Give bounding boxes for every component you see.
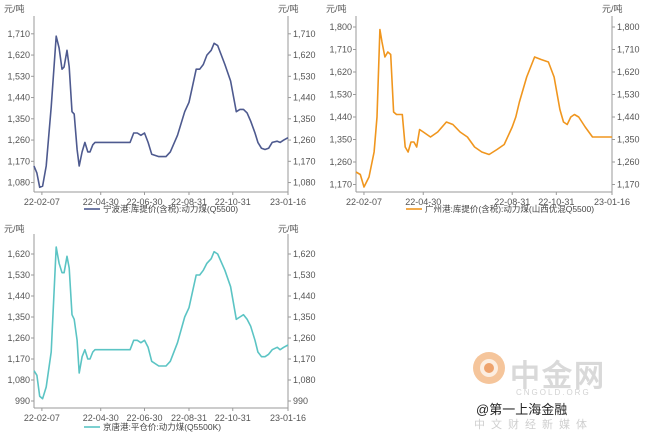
y-tick-label-right: 1,710 <box>293 29 316 39</box>
x-tick-label: 22-02-07 <box>24 413 60 423</box>
y-tick-label-left: 1,440 <box>7 93 30 103</box>
y-tick-label-left: 1,530 <box>7 71 30 81</box>
y-tick-label-left: 1,710 <box>7 29 30 39</box>
y-tick-label-right: 1,440 <box>293 93 316 103</box>
y-tick-label-right: 1,800 <box>617 22 640 32</box>
y-tick-label-left: 1,260 <box>7 333 30 343</box>
watermark-tagline: 中文财经新媒体 <box>474 419 593 431</box>
y-tick-label-left: 1,350 <box>7 312 30 322</box>
y-tick-label-right: 1,170 <box>293 156 316 166</box>
watermark: 中金网 CNGOLD.ORG @第一上海金融 中文财经新媒体 <box>472 349 632 431</box>
x-tick-label: 22-04-30 <box>83 197 119 207</box>
watermark-brand: 中金网 <box>510 359 606 394</box>
y-tick-label-left: 1,170 <box>329 180 352 190</box>
y-tick-label-left: 1,350 <box>7 114 30 124</box>
y-tick-label-right: 1,080 <box>293 375 316 385</box>
y-tick-label-left: 1,170 <box>7 156 30 166</box>
chart-panel-2: 元/吨 元/吨 1,170 1,170 1,260 1,260 1,350 1,350 1,44… <box>326 3 640 214</box>
legend-label: 京唐港:平仓价:动力煤(Q5500K) <box>103 422 221 432</box>
y-tick-label-right: 990 <box>293 396 308 406</box>
series-line <box>33 246 289 400</box>
y-tick-label-right: 1,620 <box>293 249 316 259</box>
y-tick-label-right: 1,350 <box>293 312 316 322</box>
y-unit-right: 元/吨 <box>278 3 299 14</box>
y-tick-label-right: 1,170 <box>617 180 640 190</box>
y-tick-label-left: 1,530 <box>7 270 30 280</box>
y-unit-left: 元/吨 <box>326 3 347 14</box>
y-unit-right: 元/吨 <box>278 223 299 234</box>
y-tick-label-left: 1,080 <box>7 375 30 385</box>
y-tick-label-right: 1,710 <box>617 45 640 55</box>
y-tick-label-left: 1,080 <box>7 178 30 188</box>
y-unit-right: 元/吨 <box>602 3 623 14</box>
legend: 宁波港:库提价(含税):动力煤(Q5500) <box>84 204 238 214</box>
y-tick-label-left: 1,530 <box>329 90 352 100</box>
y-tick-label-right: 1,530 <box>617 90 640 100</box>
y-tick-label-left: 1,260 <box>7 135 30 145</box>
chart-panel-3: 元/吨 元/吨 990 990 1,080 1,080 1,170 1,170 1,260 1,2… <box>4 223 316 432</box>
y-unit-left: 元/吨 <box>4 223 25 234</box>
x-tick-label: 22-04-30 <box>83 413 119 423</box>
y-tick-label-left: 990 <box>15 396 30 406</box>
y-unit-left: 元/吨 <box>4 3 25 14</box>
y-tick-label-right: 1,530 <box>293 270 316 280</box>
y-tick-label-right: 1,620 <box>617 67 640 77</box>
x-tick-label: 22-10-31 <box>538 197 574 207</box>
x-tick-label: 22-10-31 <box>215 197 251 207</box>
x-tick-label: 22-02-07 <box>346 197 382 207</box>
y-tick-label-right: 1,620 <box>293 50 316 60</box>
y-tick-label-right: 1,530 <box>293 71 316 81</box>
x-tick-label: 22-08-31 <box>494 197 530 207</box>
legend: 京唐港:平仓价:动力煤(Q5500K) <box>84 422 221 432</box>
watermark-logo-icon <box>473 352 505 384</box>
y-tick-label-right: 1,350 <box>293 114 316 124</box>
legend-label: 宁波港:库提价(含税):动力煤(Q5500) <box>103 204 238 214</box>
x-tick-label: 22-06-30 <box>126 197 162 207</box>
y-tick-label-left: 1,440 <box>7 291 30 301</box>
y-tick-label-left: 1,260 <box>329 157 352 167</box>
x-tick-label: 22-10-31 <box>215 413 251 423</box>
y-tick-label-left: 1,800 <box>329 22 352 32</box>
watermark-account: @第一上海金融 <box>476 402 568 417</box>
x-tick-label: 22-06-30 <box>126 413 162 423</box>
y-tick-label-left: 1,620 <box>7 249 30 259</box>
x-tick-label: 23-01-16 <box>270 197 306 207</box>
y-tick-label-right: 1,440 <box>293 291 316 301</box>
x-tick-label: 22-08-31 <box>171 197 207 207</box>
y-tick-label-left: 1,710 <box>329 45 352 55</box>
y-tick-label-right: 1,440 <box>617 112 640 122</box>
y-tick-label-left: 1,620 <box>7 50 30 60</box>
x-tick-label: 22-04-30 <box>405 197 441 207</box>
y-tick-label-right: 1,170 <box>293 354 316 364</box>
watermark-sub: CNGOLD.ORG <box>516 388 591 397</box>
x-tick-label: 23-01-16 <box>594 197 630 207</box>
y-tick-label-right: 1,260 <box>293 333 316 343</box>
y-tick-label-right: 1,080 <box>293 178 316 188</box>
legend: 广州港:库提价(含税):动力煤(山西优混Q5500) <box>406 204 594 214</box>
y-tick-label-left: 1,170 <box>7 354 30 364</box>
y-tick-label-right: 1,350 <box>617 135 640 145</box>
x-tick-label: 22-02-07 <box>24 197 60 207</box>
chart-panel-1: 元/吨 元/吨 1,080 1,080 1,170 1,170 1,260 1,260 1,35… <box>4 3 316 214</box>
series-line <box>33 35 289 189</box>
x-tick-label: 22-08-31 <box>171 413 207 423</box>
legend-label: 广州港:库提价(含税):动力煤(山西优混Q5500) <box>425 204 594 214</box>
series-line <box>355 28 612 188</box>
y-tick-label-left: 1,350 <box>329 135 352 145</box>
y-tick-label-right: 1,260 <box>617 157 640 167</box>
x-tick-label: 23-01-16 <box>270 413 306 423</box>
y-tick-label-right: 1,260 <box>293 135 316 145</box>
y-tick-label-left: 1,620 <box>329 67 352 77</box>
y-tick-label-left: 1,440 <box>329 112 352 122</box>
